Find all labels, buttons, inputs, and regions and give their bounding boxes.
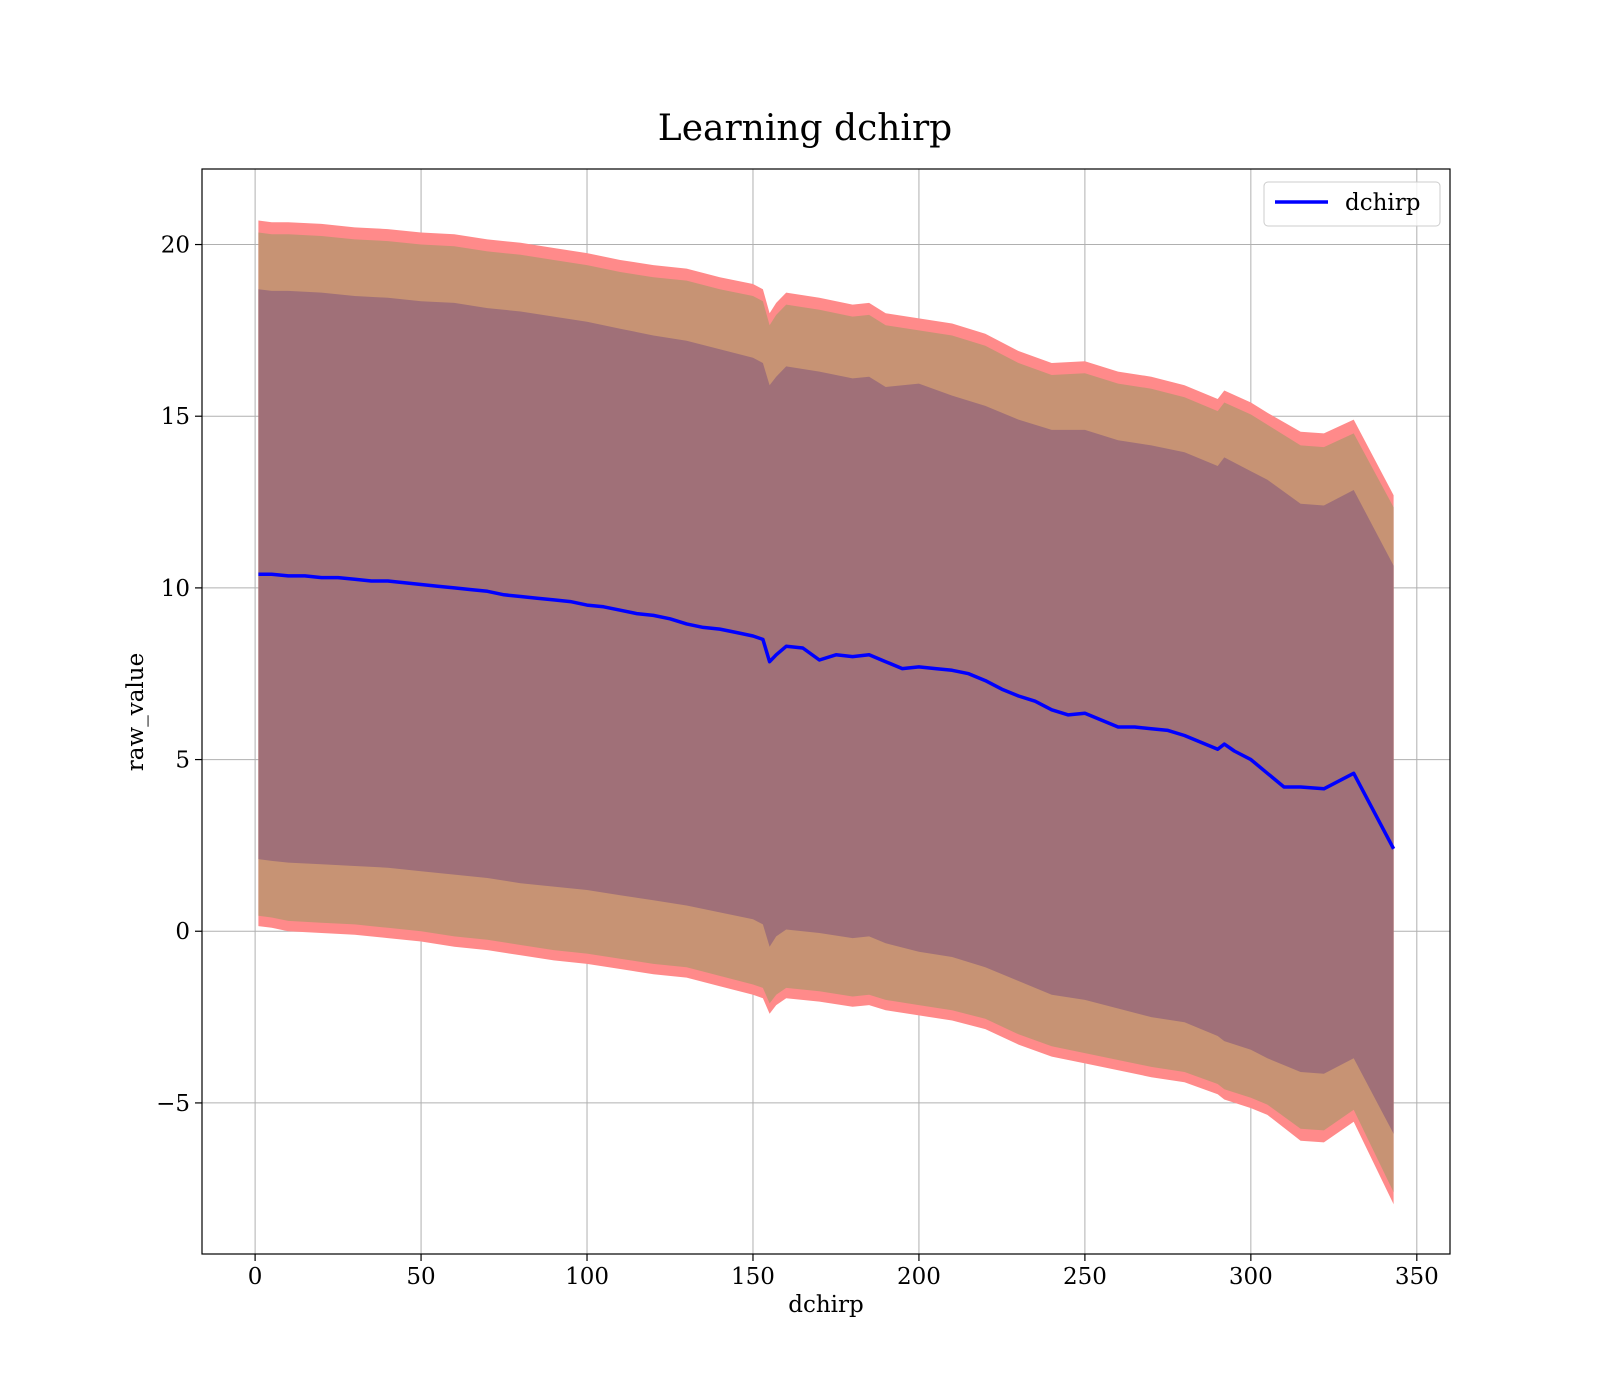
x-tick-label: 0 [248, 1264, 263, 1290]
y-axis-label: raw_value [123, 653, 149, 771]
mean-line-layer [258, 572, 1396, 850]
series-line-dchirp [258, 572, 1396, 850]
y-tick-label: 20 [161, 233, 190, 259]
x-tick-label: 150 [731, 1264, 775, 1290]
x-tick-label: 300 [1229, 1264, 1273, 1290]
x-tick-label: 100 [565, 1264, 609, 1290]
legend-box [1263, 181, 1441, 227]
y-tick-label: 10 [161, 576, 190, 602]
chart-title: Learning dchirp [658, 108, 952, 149]
x-axis-label: dchirp [788, 1292, 864, 1318]
y-tick-label: 0 [175, 919, 190, 945]
x-tick-label: 200 [897, 1264, 941, 1290]
x-tick-label: 250 [1063, 1264, 1107, 1290]
y-tick-label: 15 [161, 404, 190, 430]
legend-label-dchirp: dchirp [1345, 190, 1421, 216]
x-tick-label: 50 [406, 1264, 435, 1290]
x-tick-label: 350 [1395, 1264, 1439, 1290]
y-tick-label: 5 [175, 748, 190, 774]
legend: dchirp [1263, 181, 1441, 227]
confidence-bands [258, 220, 1394, 1205]
plot-frame [201, 168, 1451, 1255]
axis-ticks: 0 50 100 150 200 250 300 350 −5 0 5 10 15 20 [156, 233, 1439, 1290]
confidence-band-inner [258, 289, 1394, 1134]
y-tick-label: −5 [156, 1091, 190, 1117]
